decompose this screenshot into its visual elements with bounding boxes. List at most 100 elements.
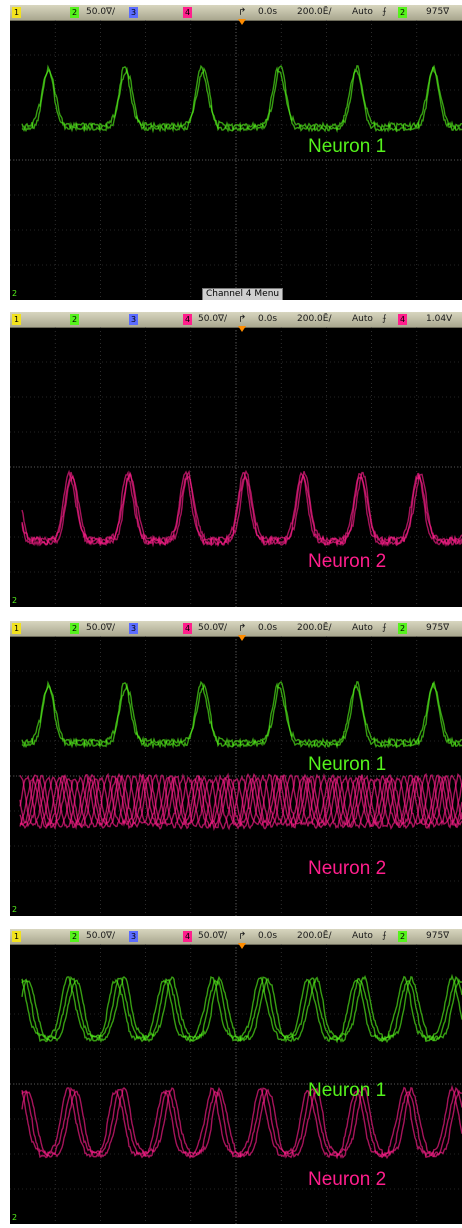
channel-1-indicator[interactable]: 1 xyxy=(12,623,21,634)
trigger-mode: Auto xyxy=(352,7,373,17)
delay-readout: 0.0s xyxy=(258,314,278,324)
trace-label-neuron-2: Neuron 2 xyxy=(308,1169,387,1190)
channel-3-indicator[interactable]: 3 xyxy=(129,314,138,325)
trigger-level: 1.04V xyxy=(426,314,453,324)
ground-marker: 2 xyxy=(12,1213,17,1222)
channel-4-scale: 50.0∇/ xyxy=(198,931,228,941)
waveform-display: 2 xyxy=(10,636,462,916)
channel-2-scale: 50.0∇/ xyxy=(86,931,116,941)
timebase-readout: 200.0Ē/ xyxy=(297,931,332,941)
timebase-readout: 200.0Ē/ xyxy=(297,623,332,633)
trace-label-neuron-1: Neuron 1 xyxy=(308,136,387,157)
status-bar: 1 2 50.0∇/ 3 4 50.0∇/ ↱ 0.0s 200.0Ē/ Aut… xyxy=(10,929,462,945)
channel-1-indicator[interactable]: 1 xyxy=(12,931,21,942)
trigger-position-icon: ↱ xyxy=(238,931,247,942)
channel-4-indicator[interactable]: 4 xyxy=(183,7,192,18)
trigger-slope-icon: ⨍ xyxy=(382,7,387,17)
trigger-level: 975∇ xyxy=(426,623,450,633)
trace-neuron-1 xyxy=(21,64,462,134)
ground-marker: 2 xyxy=(12,289,17,298)
graticule xyxy=(10,327,462,607)
trigger-source-indicator: 4 xyxy=(398,314,407,325)
trace-neuron-2-sweep xyxy=(21,471,462,548)
status-bar: 1 2 50.0∇/ 3 4 ↱ 0.0s 200.0Ē/ Auto ⨍ 2 9… xyxy=(10,5,462,21)
ground-marker: 2 xyxy=(12,596,17,605)
scope-panel-1: 1 2 50.0∇/ 3 4 ↱ 0.0s 200.0Ē/ Auto ⨍ 2 9… xyxy=(10,5,462,300)
channel-2-indicator[interactable]: 2 xyxy=(70,7,79,18)
trace-neuron-2 xyxy=(21,1084,462,1160)
channel-4-indicator[interactable]: 4 xyxy=(183,314,192,325)
trace-neuron-2-sweep xyxy=(21,1084,462,1159)
trace-label-neuron-1: Neuron 1 xyxy=(308,1080,387,1101)
trigger-position-icon: ↱ xyxy=(238,314,247,325)
channel-2-indicator[interactable]: 2 xyxy=(70,931,79,942)
trace-neuron-2-sweep xyxy=(19,772,462,831)
waveform-display: 2 xyxy=(10,944,462,1224)
channel-2-indicator[interactable]: 2 xyxy=(70,623,79,634)
ground-marker: 2 xyxy=(12,905,17,914)
trace-neuron-1-sweep xyxy=(21,973,462,1043)
trace-neuron-1 xyxy=(21,680,462,750)
trigger-level: 975∇ xyxy=(426,7,450,17)
trace-neuron-2-sweep xyxy=(19,772,462,830)
channel-1-indicator[interactable]: 1 xyxy=(12,314,21,325)
trigger-source-indicator: 2 xyxy=(398,7,407,18)
trigger-mode: Auto xyxy=(352,931,373,941)
delay-readout: 0.0s xyxy=(258,931,278,941)
delay-readout: 0.0s xyxy=(258,623,278,633)
trace-neuron-2-sweep xyxy=(21,1086,462,1160)
timebase-readout: 200.0Ē/ xyxy=(297,314,332,324)
channel-3-indicator[interactable]: 3 xyxy=(129,7,138,18)
trigger-position-icon: ↱ xyxy=(238,7,247,18)
trigger-point-marker xyxy=(238,19,246,25)
trigger-source-indicator: 2 xyxy=(398,931,407,942)
trace-label-neuron-2: Neuron 2 xyxy=(308,858,387,879)
waveform-display: 2 xyxy=(10,20,462,300)
channel-2-indicator[interactable]: 2 xyxy=(70,314,79,325)
trigger-point-marker xyxy=(238,943,246,949)
trigger-position-icon: ↱ xyxy=(238,623,247,634)
trace-neuron-1-sweep xyxy=(21,680,462,749)
channel-4-indicator[interactable]: 4 xyxy=(183,623,192,634)
channel-4-indicator[interactable]: 4 xyxy=(183,931,192,942)
status-bar: 1 2 3 4 50.0∇/ ↱ 0.0s 200.0Ē/ Auto ⨍ 4 1… xyxy=(10,312,462,328)
channel-3-indicator[interactable]: 3 xyxy=(129,623,138,634)
trigger-slope-icon: ⨍ xyxy=(382,314,387,324)
trace-neuron-1-sweep xyxy=(21,64,462,133)
channel-3-indicator[interactable]: 3 xyxy=(129,931,138,942)
trace-neuron-1-sweep xyxy=(21,680,462,750)
channel-4-scale: 50.0∇/ xyxy=(198,314,228,324)
channel-1-indicator[interactable]: 1 xyxy=(12,7,21,18)
trace-neuron-1-sweep xyxy=(21,64,462,134)
trace-neuron-2 xyxy=(21,469,462,548)
trigger-source-indicator: 2 xyxy=(398,623,407,634)
trigger-point-marker xyxy=(238,635,246,641)
trace-neuron-2-sweep xyxy=(19,772,462,832)
delay-readout: 0.0s xyxy=(258,7,278,17)
scope-panel-3: 1 2 50.0∇/ 3 4 50.0∇/ ↱ 0.0s 200.0Ē/ Aut… xyxy=(10,621,462,916)
trace-label-neuron-2: Neuron 2 xyxy=(308,551,387,572)
trigger-mode: Auto xyxy=(352,623,373,633)
trigger-slope-icon: ⨍ xyxy=(382,623,387,633)
waveform-display: 2 xyxy=(10,327,462,607)
channel-2-scale: 50.0∇/ xyxy=(86,7,116,17)
scope-panel-2: 1 2 3 4 50.0∇/ ↱ 0.0s 200.0Ē/ Auto ⨍ 4 1… xyxy=(10,312,462,607)
trace-neuron-1-sweep xyxy=(21,975,462,1044)
channel-4-menu-softkey[interactable]: Channel 4 Menu xyxy=(202,288,284,300)
scope-panel-4: 1 2 50.0∇/ 3 4 50.0∇/ ↱ 0.0s 200.0Ē/ Aut… xyxy=(10,929,462,1224)
trigger-point-marker xyxy=(238,326,246,332)
trace-neuron-2-sweep xyxy=(21,469,462,548)
trace-neuron-2-sweep xyxy=(21,1085,462,1160)
channel-2-scale: 50.0∇/ xyxy=(86,623,116,633)
trigger-mode: Auto xyxy=(352,314,373,324)
status-bar: 1 2 50.0∇/ 3 4 50.0∇/ ↱ 0.0s 200.0Ē/ Aut… xyxy=(10,621,462,637)
timebase-readout: 200.0Ē/ xyxy=(297,7,332,17)
trace-neuron-1-sweep xyxy=(21,974,462,1044)
graticule xyxy=(10,944,462,1224)
trigger-level: 975∇ xyxy=(426,931,450,941)
trace-label-neuron-1: Neuron 1 xyxy=(308,754,387,775)
trace-neuron-1 xyxy=(21,973,462,1044)
trigger-slope-icon: ⨍ xyxy=(382,931,387,941)
graticule xyxy=(10,636,462,916)
graticule xyxy=(10,20,462,300)
